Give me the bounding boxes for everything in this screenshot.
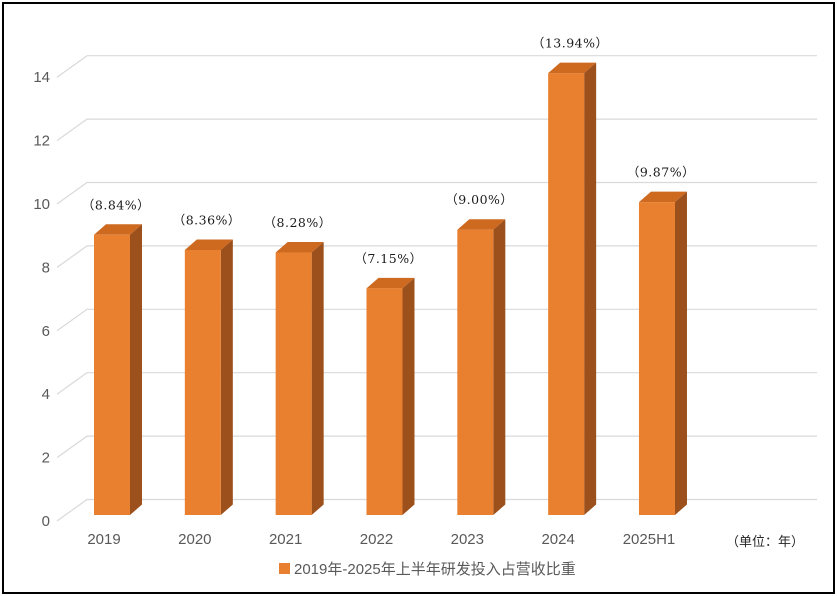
chart-legend: 2019年-2025年上半年研发投入占营收比重 — [279, 558, 576, 579]
x-tick-label: 2020 — [178, 531, 211, 548]
bar-front-face — [457, 229, 494, 515]
bar-top-face — [275, 242, 324, 253]
y-tick-label: 8 — [42, 259, 50, 276]
bar-side-face — [493, 219, 506, 515]
y-tick-label: 10 — [33, 196, 50, 213]
y-tick-label: 12 — [33, 133, 50, 150]
bar-top-face — [94, 224, 142, 235]
bar-2023 — [457, 219, 506, 515]
bar-side-face — [130, 224, 142, 515]
bar-top-face — [638, 191, 687, 203]
bar-value-label: （7.15%） — [354, 251, 422, 266]
bar-2020 — [184, 239, 233, 515]
bar-2022 — [366, 277, 415, 515]
bar-value-label: （13.94%） — [532, 36, 609, 51]
bar-front-face — [548, 73, 585, 516]
bar-top-face — [457, 219, 506, 230]
gridline — [56, 435, 817, 459]
bar-side-face — [220, 239, 233, 515]
x-tick-label: 2023 — [451, 531, 484, 548]
gridline — [56, 308, 817, 332]
legend-label: 2019年-2025年上半年研发投入占营收比重 — [294, 561, 576, 578]
y-tick-label: 14 — [33, 69, 50, 86]
x-tick-label: 2025H1 — [623, 531, 676, 548]
unit-note: （单位：年） — [726, 535, 805, 550]
bar-top-face — [548, 62, 597, 74]
gridline — [56, 372, 817, 395]
y-tick-label: 4 — [42, 386, 50, 403]
bar-front-face — [366, 288, 403, 515]
x-tick-label: 2024 — [541, 531, 574, 548]
bar-side-face — [402, 277, 415, 515]
bar-side-face — [674, 191, 687, 515]
bar-front-face — [275, 252, 312, 516]
gridline — [56, 245, 817, 268]
bar-top-face — [366, 277, 415, 289]
bar-value-label: （8.28%） — [264, 215, 332, 230]
bar-top-face — [184, 239, 233, 250]
bar-2025H1 — [638, 191, 687, 515]
bar-2021 — [275, 242, 324, 516]
x-tick-label: 2021 — [269, 531, 302, 548]
bar-value-label: （8.36%） — [173, 212, 241, 227]
y-tick-label: 2 — [42, 450, 50, 467]
x-tick-label: 2019 — [87, 531, 120, 548]
bar-side-face — [311, 242, 324, 516]
legend-marker-icon — [279, 563, 290, 574]
bar-value-label: （8.84%） — [82, 197, 150, 212]
bar-front-face — [94, 234, 130, 515]
gridline — [56, 181, 817, 205]
gridline — [56, 498, 817, 522]
bar-side-face — [584, 62, 597, 516]
bar-chart-plot: 0 2 4 6 8 10 12 14 （8.84%） 2019 （8.36%） 2020 （8.28%）… — [33, 36, 817, 548]
y-tick-label: 0 — [42, 513, 50, 530]
bar-2024 — [548, 62, 597, 516]
bar-front-face — [184, 249, 221, 515]
y-tick-label: 6 — [42, 323, 50, 340]
bar-value-label: （9.87%） — [627, 165, 695, 180]
bar-front-face — [638, 202, 675, 515]
gridline — [56, 55, 817, 78]
gridline — [56, 118, 817, 142]
x-tick-label: 2022 — [360, 531, 393, 548]
bar-2019 — [94, 224, 142, 515]
bar-value-label: （9.00%） — [445, 192, 513, 207]
